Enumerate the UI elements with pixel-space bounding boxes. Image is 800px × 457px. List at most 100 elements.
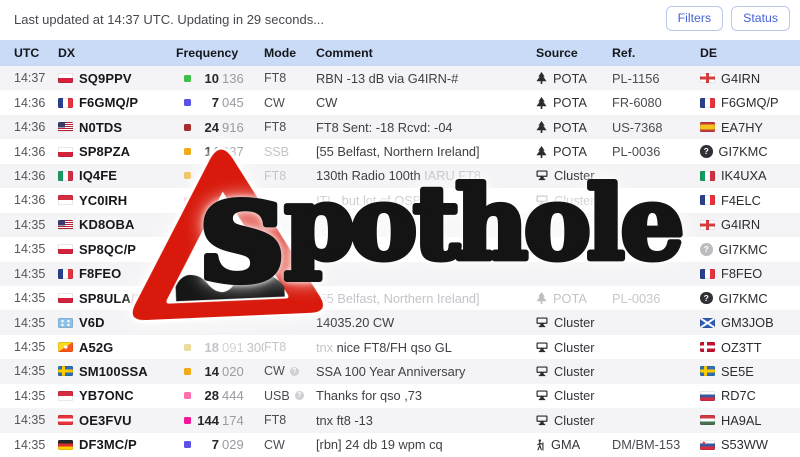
spot-de-cell[interactable]: ? RD7C: [700, 388, 800, 403]
spot-source: GMA: [532, 437, 608, 452]
de-callsign: IK4UXA: [721, 168, 767, 184]
spot-de-cell[interactable]: ? SE5E: [700, 364, 800, 379]
spot-row[interactable]: 14:35 DF3MC/P 7 029 CW ? [rbn] 24 db 19 …: [0, 433, 800, 457]
spot-dx-cell[interactable]: A52G: [58, 340, 176, 355]
spot-dx-cell[interactable]: IQ4FE: [58, 168, 176, 183]
spot-dx-cell[interactable]: OE3FVU: [58, 413, 176, 428]
frequency-mhz: 14: [204, 168, 219, 184]
spot-time: 14:36: [14, 168, 46, 183]
de-country-flag: [700, 366, 715, 377]
spot-dx-cell[interactable]: N0TDS: [58, 120, 176, 135]
unknown-country-icon: ?: [700, 291, 713, 305]
spot-row[interactable]: 14:35 KD8OBA ? ? G4IRN: [0, 212, 800, 238]
spot-de-cell[interactable]: ? F4ELC: [700, 193, 800, 208]
spot-dx-cell[interactable]: YC0IRH: [58, 193, 176, 208]
spot-de-cell[interactable]: ? HA9AL: [700, 413, 800, 428]
spot-de-cell[interactable]: ? F8FEO: [700, 266, 800, 281]
pota-tree-icon: [536, 145, 547, 158]
spot-mode: SSB ?: [264, 145, 316, 159]
spot-row[interactable]: 14:36 YC0IRH ? ITL, but lot of QSB... Cl…: [0, 188, 800, 212]
filters-button[interactable]: Filters: [665, 6, 724, 31]
spot-time: 14:35: [14, 217, 46, 232]
de-country-flag: [700, 317, 715, 328]
spot-row[interactable]: 14:35 OE3FVU 144 174 FT8 ? tnx ft8 -13 C…: [0, 408, 800, 433]
band-indicator: [184, 172, 191, 180]
spot-row[interactable]: 14:36 F6GMQ/P 7 045 CW ? CW POTA FR-6080…: [0, 90, 800, 114]
spot-source: Cluster: [532, 340, 608, 355]
table-header: UTC DX Frequency Mode Comment Source Ref…: [0, 40, 800, 66]
spot-ref: PL-0036: [612, 144, 661, 160]
spot-source: POTA: [532, 71, 608, 86]
spot-comment: tnx nice FT8/FH qso GL: [316, 340, 532, 355]
spot-ref: US-7368: [612, 119, 663, 135]
spot-dx-cell[interactable]: SQ9PPV: [58, 71, 176, 86]
spot-mode: CW ?: [264, 438, 316, 452]
spot-row[interactable]: 14:35 SP8ULA/P ? [55 Belfast, Northern I…: [0, 286, 800, 310]
pota-tree-icon: [536, 292, 547, 305]
source-label: Cluster: [554, 363, 595, 379]
band-indicator: [184, 392, 191, 400]
de-country-flag: [700, 97, 715, 108]
mode-label: FT8: [264, 340, 287, 355]
mode-label: FT8: [264, 168, 287, 183]
spot-dx-cell[interactable]: SP8PZA: [58, 144, 176, 159]
de-callsign: G4IRN: [721, 217, 761, 233]
de-country-flag: [700, 439, 715, 450]
spot-dx-cell[interactable]: F6GMQ/P: [58, 95, 176, 110]
comment-text: [rbn] 24 db 19 wpm cq: [316, 437, 443, 453]
spot-dx-cell[interactable]: DF3MC/P: [58, 437, 176, 452]
spot-de-cell[interactable]: ? GM3JOB: [700, 315, 800, 330]
spot-time: 14:36: [14, 95, 46, 110]
dx-callsign: V6D: [79, 315, 105, 331]
spot-row[interactable]: 14:36 SP8PZA 14 337 SSB ? [55 Belfast, N…: [0, 139, 800, 163]
spot-row[interactable]: 14:37 SQ9PPV 10 136 FT8 ? RBN -13 dB via…: [0, 66, 800, 91]
spot-row[interactable]: 14:35 A52G 18 091 300 FT8 ? tnx nice FT8…: [0, 335, 800, 359]
de-callsign: RD7C: [721, 388, 756, 404]
spot-dx-cell[interactable]: SM100SSA: [58, 364, 176, 379]
unknown-country-icon: ?: [700, 145, 713, 158]
spot-row[interactable]: 14:35 YB7ONC 28 444 USB ? Thanks for qso…: [0, 384, 800, 408]
frequency-mhz: 14: [204, 363, 219, 379]
spot-de-cell[interactable]: ? GI7KMC: [700, 144, 800, 159]
spot-dx-cell[interactable]: F8FEO: [58, 266, 176, 281]
spot-dx-cell[interactable]: KD8OBA: [58, 217, 176, 232]
dx-callsign: SQ9PPV: [79, 70, 132, 86]
dx-country-flag: [58, 195, 73, 206]
dx-callsign: YB7ONC: [79, 388, 134, 404]
column-header-source: Source: [536, 46, 578, 60]
comment-text: RBN -13 dB via G4IRN-#: [316, 70, 459, 86]
spot-dx-cell[interactable]: SP8ULA/P: [58, 291, 176, 306]
status-button[interactable]: Status: [731, 6, 790, 31]
column-header-ref: Ref.: [612, 46, 636, 60]
spot-row[interactable]: 14:35 F8FEO ? ? F8FEO: [0, 261, 800, 286]
spot-de-cell[interactable]: ? G4IRN: [700, 217, 800, 232]
cluster-monitor-icon: [536, 341, 548, 353]
spot-de-cell[interactable]: ? EA7HY: [700, 120, 800, 135]
spot-de-cell[interactable]: ? OZ3TT: [700, 340, 800, 355]
spot-dx-cell[interactable]: SP8QC/P: [58, 242, 176, 257]
spot-row[interactable]: 14:36 IQ4FE 14 FT8 ? 130th Radio 100th I…: [0, 163, 800, 189]
de-callsign: GM3JOB: [721, 315, 774, 331]
de-country-flag: [700, 195, 715, 206]
spot-frequency: 10 136: [176, 71, 264, 86]
spot-row[interactable]: 14:36 N0TDS 24 916 FT8 ? FT8 Sent: -18 R…: [0, 114, 800, 140]
spot-frequency: 24 916: [176, 120, 264, 135]
spot-de-cell[interactable]: ? IK4UXA: [700, 168, 800, 183]
spot-source: POTA: [532, 95, 608, 110]
spot-de-cell[interactable]: ? GI7KMC: [700, 291, 800, 306]
spot-de-cell[interactable]: ? G4IRN: [700, 71, 800, 86]
column-header-utc: UTC: [14, 46, 40, 60]
spot-comment: ITL, but lot of QSB...: [316, 193, 532, 208]
spot-row[interactable]: 14:35 SM100SSA 14 020 CW ? SSA 100 Year …: [0, 359, 800, 384]
spot-de-cell[interactable]: ? GI7KMC: [700, 242, 800, 257]
dx-country-flag: [58, 342, 73, 353]
spot-time: 14:35: [14, 437, 46, 452]
spot-row[interactable]: 14:35 SP8QC/P ? ? GI7KMC: [0, 237, 800, 261]
comment-muted-part: tnx: [316, 339, 337, 355]
spot-dx-cell[interactable]: YB7ONC: [58, 388, 176, 403]
spot-row[interactable]: 14:35 V6D ? 14035.20 CW Cluster ? GM3JOB: [0, 310, 800, 335]
spot-de-cell[interactable]: ? F6GMQ/P: [700, 95, 800, 110]
de-callsign: GI7KMC: [718, 290, 768, 306]
spot-dx-cell[interactable]: V6D: [58, 315, 176, 330]
spot-de-cell[interactable]: ? S53WW: [700, 437, 800, 452]
